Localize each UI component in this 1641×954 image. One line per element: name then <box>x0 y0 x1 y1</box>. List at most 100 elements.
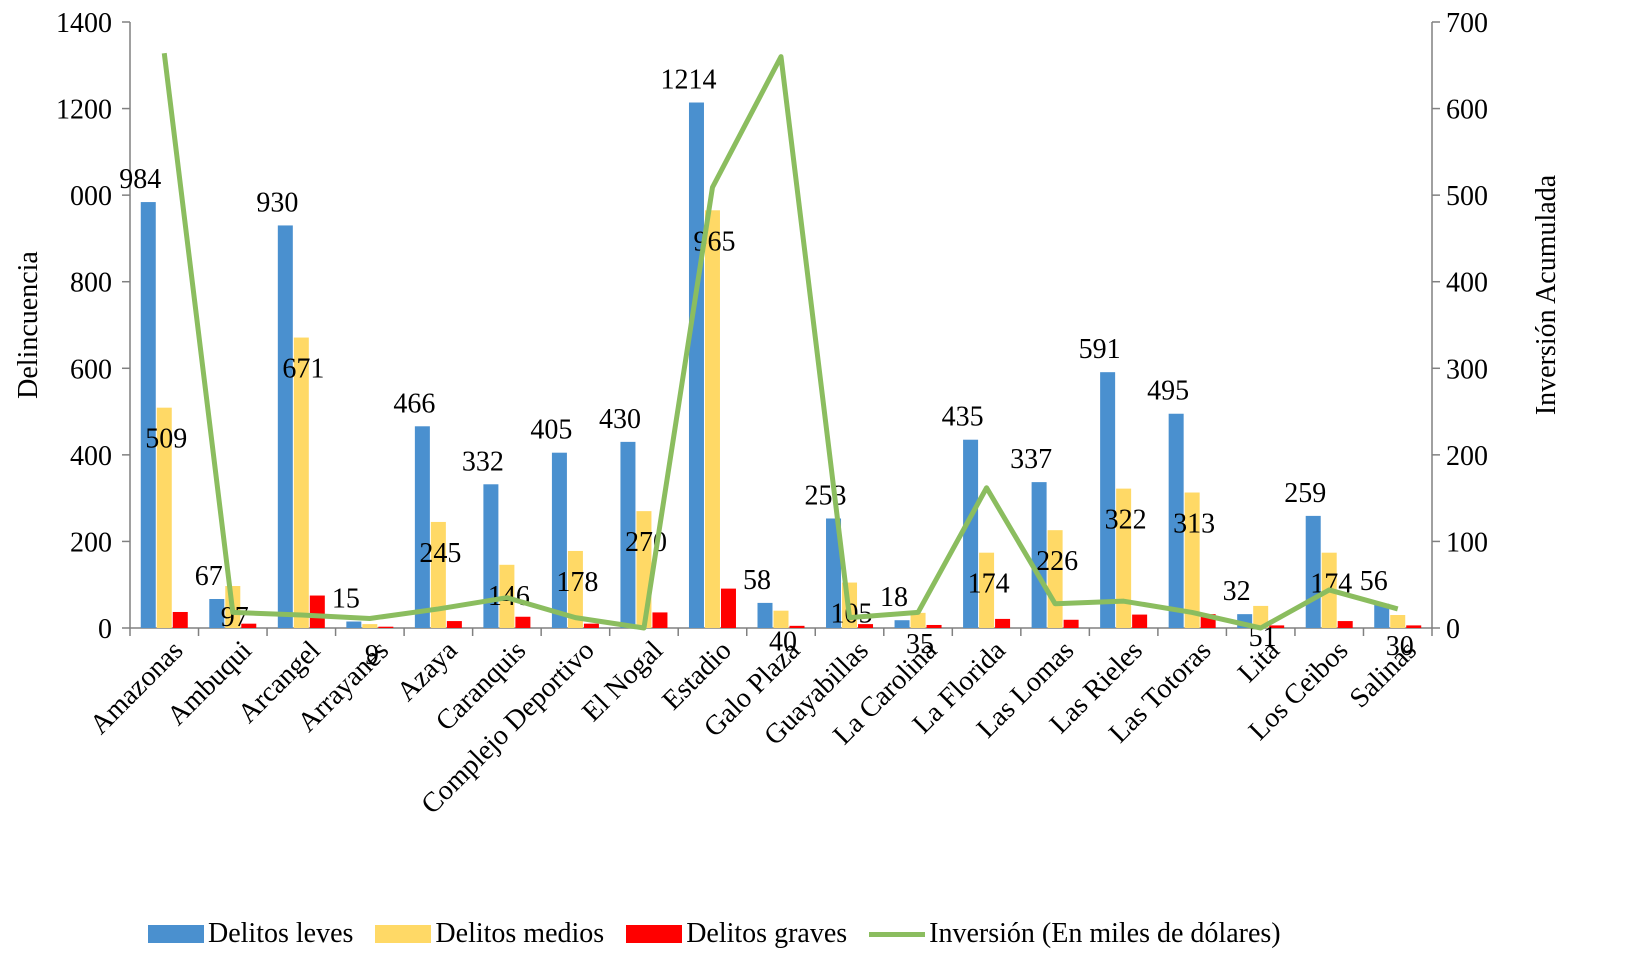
bar <box>652 612 668 628</box>
bar <box>963 439 979 628</box>
data-label: 226 <box>1036 546 1078 577</box>
bar <box>515 616 531 628</box>
data-label: 337 <box>1010 444 1052 475</box>
y2-tick-label: 700 <box>1446 8 1488 39</box>
data-label: 322 <box>1105 505 1147 536</box>
y-tick-label: 1400 <box>56 8 112 39</box>
bar <box>172 611 188 628</box>
legend-item: Delitos medios <box>375 918 604 950</box>
data-label: 9 <box>365 640 379 671</box>
bar <box>704 210 720 629</box>
y-tick-label: 0 <box>98 614 112 645</box>
bar <box>277 225 293 628</box>
bar <box>757 602 773 628</box>
data-label: 591 <box>1079 334 1121 365</box>
bar <box>620 441 636 628</box>
bar <box>910 612 926 628</box>
y-tick-label: 600 <box>70 354 112 385</box>
y-tick-label: 400 <box>70 441 112 472</box>
bar <box>309 595 325 628</box>
data-label: 509 <box>145 424 187 455</box>
bar <box>156 407 172 628</box>
bar <box>567 550 583 628</box>
x-tick-label: Amazonas <box>84 635 189 740</box>
data-label: 435 <box>942 402 984 433</box>
bar <box>1390 615 1406 628</box>
data-label: 15 <box>332 584 360 615</box>
bar <box>583 623 599 628</box>
data-label: 332 <box>462 446 504 477</box>
bar <box>241 623 257 628</box>
bar <box>926 624 942 628</box>
data-label: 56 <box>1360 566 1388 597</box>
legend-item: Delitos graves <box>626 918 847 950</box>
bar <box>1100 372 1116 628</box>
data-label: 405 <box>530 415 572 446</box>
bar <box>1269 625 1285 628</box>
data-label: 18 <box>880 582 908 613</box>
y2-tick-label: 500 <box>1446 181 1488 212</box>
data-label: 58 <box>743 565 771 596</box>
data-label: 930 <box>256 187 298 218</box>
y2-tick-label: 400 <box>1446 268 1488 299</box>
y2-axis-title: Inversión Acumulada <box>1531 174 1562 415</box>
y-tick-label: 200 <box>70 527 112 558</box>
bar <box>446 621 462 628</box>
data-label: 30 <box>1386 631 1414 662</box>
legend-item: Inversión (En miles de dólares) <box>869 918 1281 950</box>
data-label: 97 <box>221 602 249 633</box>
y-tick-label: 1200 <box>56 95 112 126</box>
y-tick-label: 000 <box>70 181 112 212</box>
y-tick-label: 800 <box>70 268 112 299</box>
data-label: 35 <box>906 629 934 660</box>
bar <box>1253 605 1269 628</box>
bar <box>1374 603 1390 628</box>
data-label: 174 <box>968 569 1010 600</box>
data-label: 259 <box>1284 478 1326 509</box>
legend-label: Delitos graves <box>686 918 848 949</box>
data-label: 984 <box>119 164 161 195</box>
bar <box>1047 530 1063 628</box>
bar <box>140 202 156 628</box>
bar <box>551 452 567 628</box>
data-label: 495 <box>1147 376 1189 407</box>
y2-tick-label: 300 <box>1446 354 1488 385</box>
y2-tick-label: 600 <box>1446 95 1488 126</box>
data-label: 67 <box>195 561 223 592</box>
bar <box>293 337 309 628</box>
legend-label: Delitos leves <box>208 918 354 949</box>
legend: Delitos leves Delitos medios Delitos grave… <box>148 915 1303 953</box>
legend-item: Delitos leves <box>148 918 353 950</box>
bar <box>483 484 499 628</box>
bar <box>1337 621 1353 628</box>
bar <box>789 625 805 628</box>
bar <box>1184 492 1200 628</box>
bar <box>346 621 362 628</box>
bar <box>430 521 446 628</box>
bar <box>414 426 430 628</box>
bar <box>1116 488 1132 628</box>
y2-tick-label: 0 <box>1446 614 1460 645</box>
bar <box>1063 619 1079 628</box>
bar <box>1168 413 1184 628</box>
data-label: 40 <box>769 627 797 658</box>
bar <box>209 598 225 628</box>
bar <box>826 518 842 628</box>
investment-line <box>161 52 1399 631</box>
data-label: 466 <box>393 388 435 419</box>
bar <box>1406 625 1422 628</box>
legend-swatch <box>869 931 926 937</box>
legend-swatch <box>148 925 204 943</box>
data-label: 313 <box>1173 509 1215 540</box>
bar <box>773 610 789 628</box>
data-label: 245 <box>419 538 461 569</box>
bar <box>1031 482 1047 628</box>
y2-tick-label: 100 <box>1446 527 1488 558</box>
bar <box>979 552 995 628</box>
legend-label: Inversión (En miles de dólares) <box>929 918 1281 949</box>
data-label: 178 <box>556 567 598 598</box>
legend-label: Delitos medios <box>435 918 605 949</box>
bar <box>378 626 394 628</box>
chart: 0 200 400 600 800 000 1200 1400 0 100 200 300 400 500… <box>13 8 1562 820</box>
data-label: 671 <box>282 354 324 385</box>
